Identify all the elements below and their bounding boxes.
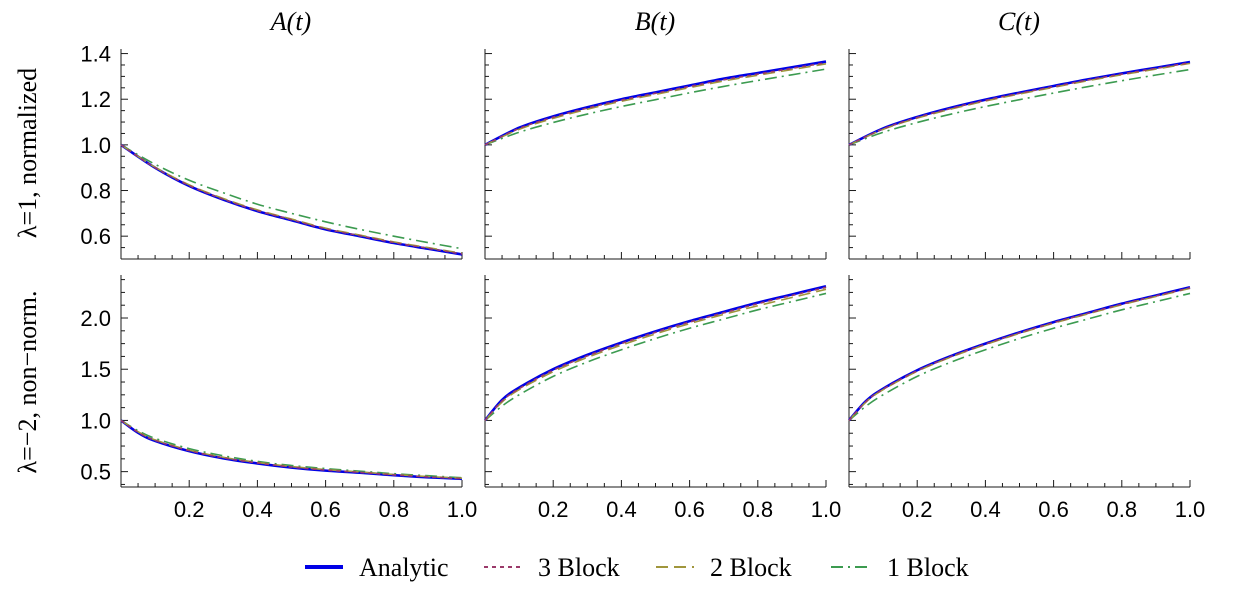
y-tick-label: 1.5 [80, 357, 111, 382]
panel-1-2: 0.2 0.4 0.6 0.8 1.0 [848, 275, 1206, 522]
x-tick-label: 0.4 [970, 497, 1001, 522]
series-line-1-block [120, 144, 463, 250]
series-line-1-block [484, 68, 827, 146]
panel-0-0: 0.6 0.8 1.0 1.2 1.4 [80, 42, 463, 260]
series-line-1-block [848, 68, 1191, 146]
series-line-3-block [484, 61, 827, 146]
column-title-b: B(t) [635, 7, 675, 36]
series-line-2-block [120, 144, 463, 255]
x-tick-label: 0.4 [242, 497, 273, 522]
series-line-analytic [483, 285, 827, 422]
x-tick-label: 0.2 [174, 497, 205, 522]
panel-1-1: 0.2 0.4 0.6 0.8 1.0 [483, 275, 842, 522]
series-line-1-block [484, 292, 827, 422]
series-line-2-block [120, 419, 463, 479]
x-tick-label: 1.0 [811, 497, 842, 522]
x-tick-label: 0.2 [902, 497, 933, 522]
x-tick-label: 1.0 [447, 497, 478, 522]
series-line-analytic [484, 60, 827, 147]
series-line-1-block [120, 419, 463, 479]
series-line-analytic [848, 60, 1191, 147]
series-line-3-block [848, 61, 1191, 146]
x-tick-label: 0.8 [1107, 497, 1138, 522]
series-line-3-block [848, 287, 1191, 421]
series-line-3-block [120, 144, 463, 255]
legend-label-3-block: 3 Block [538, 553, 620, 582]
x-tick-label: 0.2 [538, 497, 569, 522]
x-tick-label: 0.6 [674, 497, 705, 522]
x-tick-label: 0.6 [310, 497, 341, 522]
legend: Analytic 3 Block 2 Block 1 Block [305, 553, 969, 582]
x-tick-label: 0.4 [606, 497, 637, 522]
column-title-c: C(t) [998, 7, 1040, 36]
x-tick-label: 1.0 [1175, 497, 1206, 522]
legend-label-1-block: 1 Block [887, 553, 969, 582]
series-line-2-block [848, 287, 1191, 421]
row-label-top: λ=1, normalized [13, 68, 42, 238]
y-tick-label: 2.0 [80, 306, 111, 331]
panel-1-0: 0.5 1.0 1.5 2.0 0.2 0.4 0.6 0.8 1.0 [80, 275, 477, 522]
series-line-2-block [848, 62, 1191, 146]
legend-label-2-block: 2 Block [710, 553, 792, 582]
series-line-3-block [120, 419, 463, 480]
y-tick-label: 1.0 [80, 408, 111, 433]
panel-0-2 [848, 49, 1191, 260]
series-line-1-block [848, 292, 1191, 422]
y-tick-label: 0.5 [80, 460, 111, 485]
x-tick-label: 0.6 [1038, 497, 1069, 522]
series-line-2-block [484, 63, 827, 146]
legend-item-analytic: Analytic [305, 553, 449, 582]
panel-0-1 [484, 49, 827, 260]
panel-grid: 0.6 0.8 1.0 1.2 1.4 0.5 1.0 1.5 2.0 0.2 0.4 0.6 0.8 1… [80, 42, 1205, 522]
series-line-analytic [120, 143, 463, 256]
legend-item-3-block: 3 Block [484, 553, 620, 582]
legend-item-2-block: 2 Block [656, 553, 792, 582]
series-line-2-block [484, 288, 827, 421]
y-tick-label: 1.4 [80, 42, 111, 67]
y-tick-label: 0.8 [80, 179, 111, 204]
y-tick-label: 0.6 [80, 224, 111, 249]
row-label-bottom: λ=−2, non−norm. [13, 291, 42, 474]
series-line-analytic [848, 286, 1191, 422]
column-title-a: A(t) [269, 7, 311, 36]
x-tick-label: 0.8 [379, 497, 410, 522]
x-tick-label: 0.8 [743, 497, 774, 522]
series-line-3-block [484, 286, 827, 421]
y-tick-label: 1.2 [80, 87, 111, 112]
legend-label-analytic: Analytic [359, 553, 449, 582]
series-line-analytic [120, 419, 463, 481]
legend-item-1-block: 1 Block [831, 553, 969, 582]
y-tick-label: 1.0 [80, 133, 111, 158]
